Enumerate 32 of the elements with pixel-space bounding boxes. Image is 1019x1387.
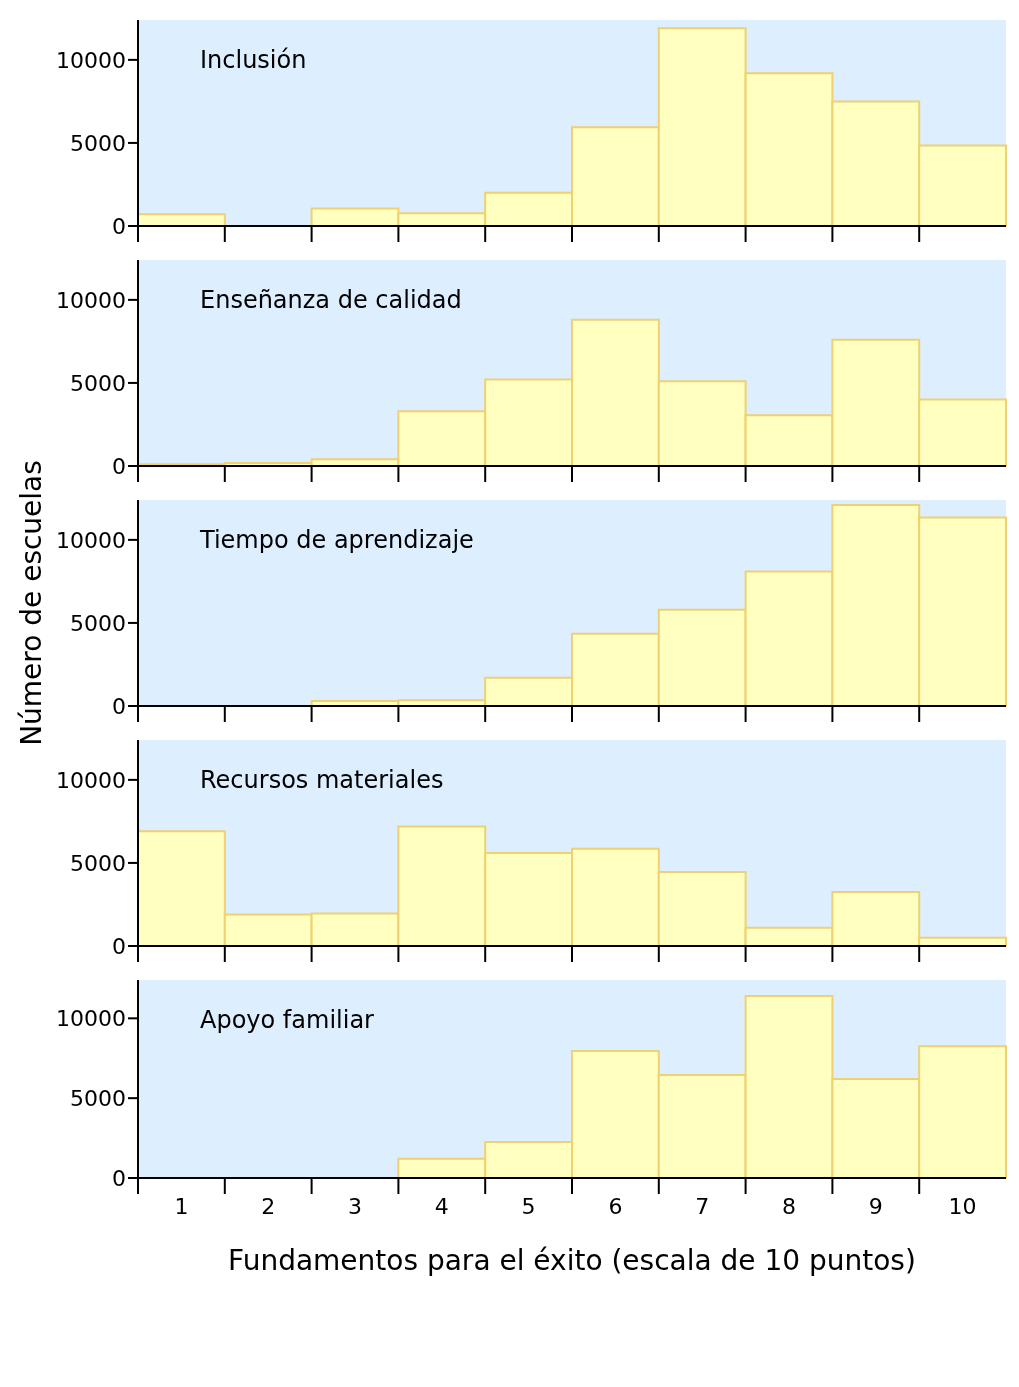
y-tick-label: 0 [112, 453, 126, 479]
x-tick-label: 10 [948, 1194, 977, 1219]
x-tick-label: 2 [261, 1194, 276, 1219]
x-tick-label: 4 [434, 1194, 449, 1219]
y-tick-label: 10000 [56, 527, 126, 553]
y-tick-label: 5000 [70, 610, 126, 636]
x-tick-label: 9 [868, 1194, 883, 1219]
y-tick-label: 10000 [56, 47, 126, 73]
x-tick-label: 5 [521, 1194, 536, 1219]
x-tick-label: 3 [348, 1194, 362, 1219]
text: Recursos materiales [200, 766, 444, 794]
x-tick-label: 8 [782, 1194, 796, 1219]
y-tick-label: 0 [112, 1165, 126, 1191]
y-tick-label: 5000 [70, 850, 126, 876]
y-tick-label: 0 [112, 213, 126, 239]
y-tick-label: 0 [112, 693, 126, 719]
y-tick-label: 10000 [56, 1006, 126, 1032]
y-tick-label: 5000 [70, 130, 126, 156]
text: Inclusión [200, 46, 307, 74]
x-tick-label: 7 [695, 1194, 710, 1219]
text: Tiempo de aprendizaje [200, 526, 474, 554]
y-tick-label: 0 [112, 933, 126, 959]
x-tick-label: 6 [608, 1194, 623, 1219]
y-tick-label: 10000 [56, 287, 126, 313]
text: Apoyo familiar [200, 1006, 374, 1034]
x-axis-title: Fundamentos para el éxito (escala de 10 puntos) [228, 1243, 916, 1277]
y-tick-label: 10000 [56, 767, 126, 793]
y-tick-label: 5000 [70, 1085, 126, 1111]
text: Enseñanza de calidad [200, 286, 462, 314]
y-axis-title: Número de escuelas [15, 460, 49, 746]
x-tick-label: 1 [174, 1194, 189, 1219]
y-tick-label: 5000 [70, 370, 126, 396]
